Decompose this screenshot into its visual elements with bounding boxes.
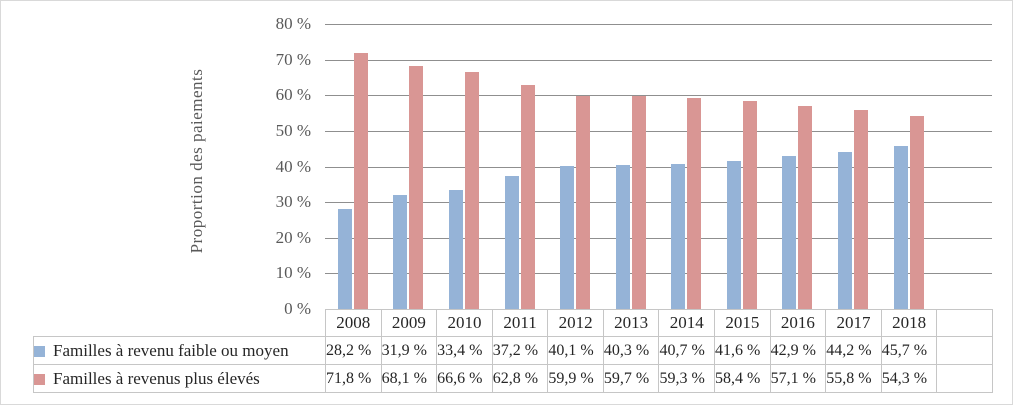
grid-line bbox=[325, 95, 992, 96]
value-cell: 68,1 % bbox=[380, 364, 438, 393]
x-axis-year-cell: 2014 bbox=[658, 309, 716, 337]
value-cell: 58,4 % bbox=[714, 364, 771, 393]
x-axis-year-cell: 2008 bbox=[325, 309, 382, 337]
bar-high-income bbox=[409, 66, 423, 309]
legend-swatch-icon bbox=[34, 345, 45, 357]
value-cell: 31,9 % bbox=[380, 336, 438, 365]
bar-high-income bbox=[798, 106, 812, 309]
data-table: 2008 2009 2010 2011 2012 2013 2014 2015 2016 2017… bbox=[33, 309, 993, 393]
x-axis-year-cell: 2015 bbox=[714, 309, 771, 337]
bar-high-income bbox=[687, 98, 701, 309]
value-cell: 42,9 % bbox=[769, 336, 827, 365]
x-axis-year-cell: 2017 bbox=[825, 309, 882, 337]
bar-high-income bbox=[632, 96, 646, 309]
value-cell: 71,8 % bbox=[325, 364, 382, 393]
y-tick-label: 30 % bbox=[275, 192, 311, 212]
bar-high-income bbox=[910, 116, 924, 309]
x-axis-year-cell: 2016 bbox=[769, 309, 827, 337]
value-cell: 57,1 % bbox=[769, 364, 827, 393]
bar-low-income bbox=[671, 164, 685, 309]
bar-high-income bbox=[576, 96, 590, 309]
legend-label: Familles à revenu faible ou moyen bbox=[53, 340, 289, 360]
bar-high-income bbox=[354, 53, 368, 309]
value-cell: 66,6 % bbox=[436, 364, 493, 393]
value-cell: 55,8 % bbox=[825, 364, 882, 393]
bar-low-income bbox=[894, 146, 908, 309]
grid-line bbox=[325, 167, 992, 168]
value-cell: 44,2 % bbox=[825, 336, 882, 365]
y-tick-label: 60 % bbox=[275, 85, 311, 105]
value-cell: 59,9 % bbox=[547, 364, 604, 393]
empty-cell bbox=[936, 309, 993, 337]
bar-low-income bbox=[338, 209, 352, 309]
x-axis-year-cell: 2010 bbox=[436, 309, 493, 337]
legend-swatch-icon bbox=[34, 373, 45, 385]
table-row: Familles à revenus plus élevés 71,8 % 68,1… bbox=[33, 364, 993, 393]
y-tick-label: 80 % bbox=[275, 14, 311, 33]
value-cell: 33,4 % bbox=[436, 336, 493, 365]
x-axis-year-cell: 2009 bbox=[380, 309, 438, 337]
grid-line bbox=[325, 131, 992, 132]
bar-low-income bbox=[782, 156, 796, 309]
value-cell: 59,7 % bbox=[602, 364, 660, 393]
y-tick-label: 10 % bbox=[275, 263, 311, 283]
grid-line bbox=[325, 238, 992, 239]
table-header-row: 2008 2009 2010 2011 2012 2013 2014 2015 2016 2017… bbox=[34, 309, 993, 337]
y-tick-label: 70 % bbox=[275, 49, 311, 69]
y-tick-label: 40 % bbox=[275, 156, 311, 176]
legend-cell: Familles à revenu faible ou moyen bbox=[33, 336, 326, 365]
bar-low-income bbox=[838, 152, 852, 309]
bar-low-income bbox=[449, 190, 463, 309]
bar-low-income bbox=[393, 195, 407, 309]
y-axis-title: Proportion des paiements bbox=[187, 68, 206, 254]
legend-cell: Familles à revenus plus élevés bbox=[33, 364, 326, 393]
bar-high-income bbox=[743, 101, 757, 309]
bar-low-income bbox=[727, 161, 741, 309]
grid-line bbox=[325, 24, 992, 25]
grid-line bbox=[325, 60, 992, 61]
value-cell: 41,6 % bbox=[714, 336, 771, 365]
value-cell: 45,7 % bbox=[880, 336, 938, 365]
value-cell: 40,1 % bbox=[547, 336, 604, 365]
value-cell: 54,3 % bbox=[880, 364, 938, 393]
bar-high-income bbox=[465, 72, 479, 309]
value-cell: 40,7 % bbox=[658, 336, 716, 365]
x-axis-year-cell: 2012 bbox=[547, 309, 604, 337]
y-tick-label: 0 % bbox=[284, 299, 311, 318]
bar-high-income bbox=[521, 85, 535, 309]
value-cell: 40,3 % bbox=[602, 336, 660, 365]
x-axis-year-cell: 2013 bbox=[602, 309, 660, 337]
empty-cell bbox=[936, 364, 993, 393]
bar-low-income bbox=[616, 165, 630, 309]
bar-high-income bbox=[854, 110, 868, 309]
grid-line bbox=[325, 273, 992, 274]
empty-cell bbox=[936, 336, 993, 365]
bar-low-income bbox=[560, 166, 574, 309]
bar-low-income bbox=[505, 176, 519, 309]
value-cell: 59,3 % bbox=[658, 364, 716, 393]
grid-line bbox=[325, 202, 992, 203]
value-cell: 37,2 % bbox=[491, 336, 549, 365]
legend-label: Familles à revenus plus élevés bbox=[53, 368, 260, 388]
x-axis-year-cell: 2011 bbox=[491, 309, 549, 337]
y-tick-label: 50 % bbox=[275, 120, 311, 140]
table-corner-empty bbox=[34, 310, 326, 337]
value-cell: 28,2 % bbox=[325, 336, 382, 365]
value-cell: 62,8 % bbox=[491, 364, 549, 393]
x-axis-year-cell: 2018 bbox=[880, 309, 938, 337]
table-row: Familles à revenu faible ou moyen 28,2 % 3… bbox=[33, 336, 993, 365]
y-tick-label: 20 % bbox=[275, 227, 311, 247]
